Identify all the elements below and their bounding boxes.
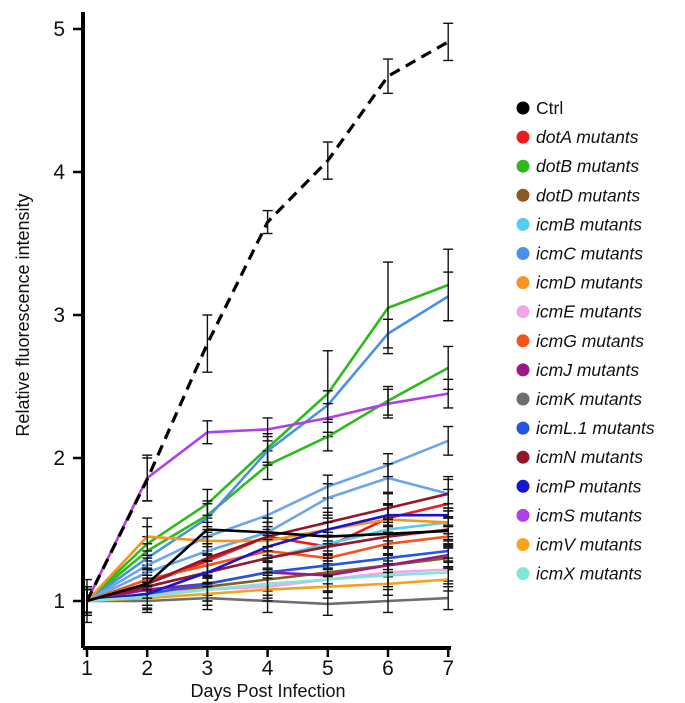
legend-marker [516,450,530,464]
x-tick-label: 4 [262,657,274,680]
legend-marker [516,305,530,319]
legend-item: icmX mutants [516,564,642,584]
ctrl-series-layer [82,22,454,624]
series-21 [82,514,454,616]
legend-marker [516,421,530,435]
legend-marker [516,159,530,173]
legend-label: icmC mutants [536,244,643,264]
legend-marker [516,392,530,406]
x-tick-label: 6 [382,657,394,680]
legend-item: icmD mutants [516,273,643,293]
legend-marker [516,217,530,231]
legend-label: icmD mutants [536,273,643,293]
y-tick-label: 1 [53,590,65,613]
x-tick-label: 1 [81,657,93,680]
legend-marker [516,334,530,348]
legend-item: icmC mutants [516,244,643,264]
x-axis-title: Days Post Infection [190,681,345,701]
legend-item: dotA mutants [516,127,639,147]
legend-item: icmK mutants [516,389,642,409]
y-tick-label: 3 [53,304,65,327]
legend-label: icmX mutants [536,564,642,584]
legend-item: Ctrl [516,98,563,118]
legend-item: icmB mutants [516,214,642,234]
legend-marker [516,363,530,377]
legend-item: icmG mutants [516,331,644,351]
legend-label: dotA mutants [536,127,639,147]
legend-label: icmS mutants [536,505,642,525]
legend-item: dotD mutants [516,185,640,205]
legend-item: icmN mutants [516,447,643,467]
legend-item: icmE mutants [516,302,642,322]
series-layer [82,248,454,616]
legend-label: Ctrl [536,98,563,118]
legend-item: dotB mutants [516,156,639,176]
legend-label: icmG mutants [536,331,644,351]
legend-label: icmE mutants [536,302,642,322]
legend-item: icmJ mutants [516,360,639,380]
x-tick-label: 7 [442,657,454,680]
legend-marker [516,188,530,202]
legend: Ctrl dotA mutants dotB mutants dotD mutants… [516,98,655,584]
legend-label: icmN mutants [536,447,643,467]
legend-item: icmP mutants [516,476,642,496]
x-tick-label: 3 [202,657,214,680]
x-tick-label: 2 [141,657,153,680]
legend-label: icmP mutants [536,476,642,496]
legend-marker [516,276,530,290]
legend-marker [516,130,530,144]
legend-item: icmL.1 mutants [516,418,655,438]
legend-label: icmV mutants [536,535,642,555]
legend-item: icmV mutants [516,535,642,555]
legend-label: icmL.1 mutants [536,418,655,438]
legend-marker [516,101,530,115]
series-0 [82,22,454,624]
y-axis-title: Relative fluorescence intensity [13,193,33,436]
legend-marker [516,479,530,493]
legend-label: icmJ mutants [536,360,639,380]
legend-label: icmK mutants [536,389,642,409]
y-tick-label: 2 [53,447,65,470]
y-tick-label: 5 [53,18,65,41]
legend-marker [516,247,530,260]
legend-marker [516,567,530,581]
legend-marker [516,538,530,551]
legend-label: dotB mutants [536,156,639,176]
legend-label: icmB mutants [536,214,642,234]
legend-marker [516,508,530,522]
y-tick-label: 4 [53,161,65,184]
legend-label: dotD mutants [536,185,640,205]
ticks: 1 2 3 4 5 6 7 1 2 3 4 5 [53,18,454,680]
legend-item: icmS mutants [516,505,642,525]
x-tick-label: 5 [322,657,334,680]
